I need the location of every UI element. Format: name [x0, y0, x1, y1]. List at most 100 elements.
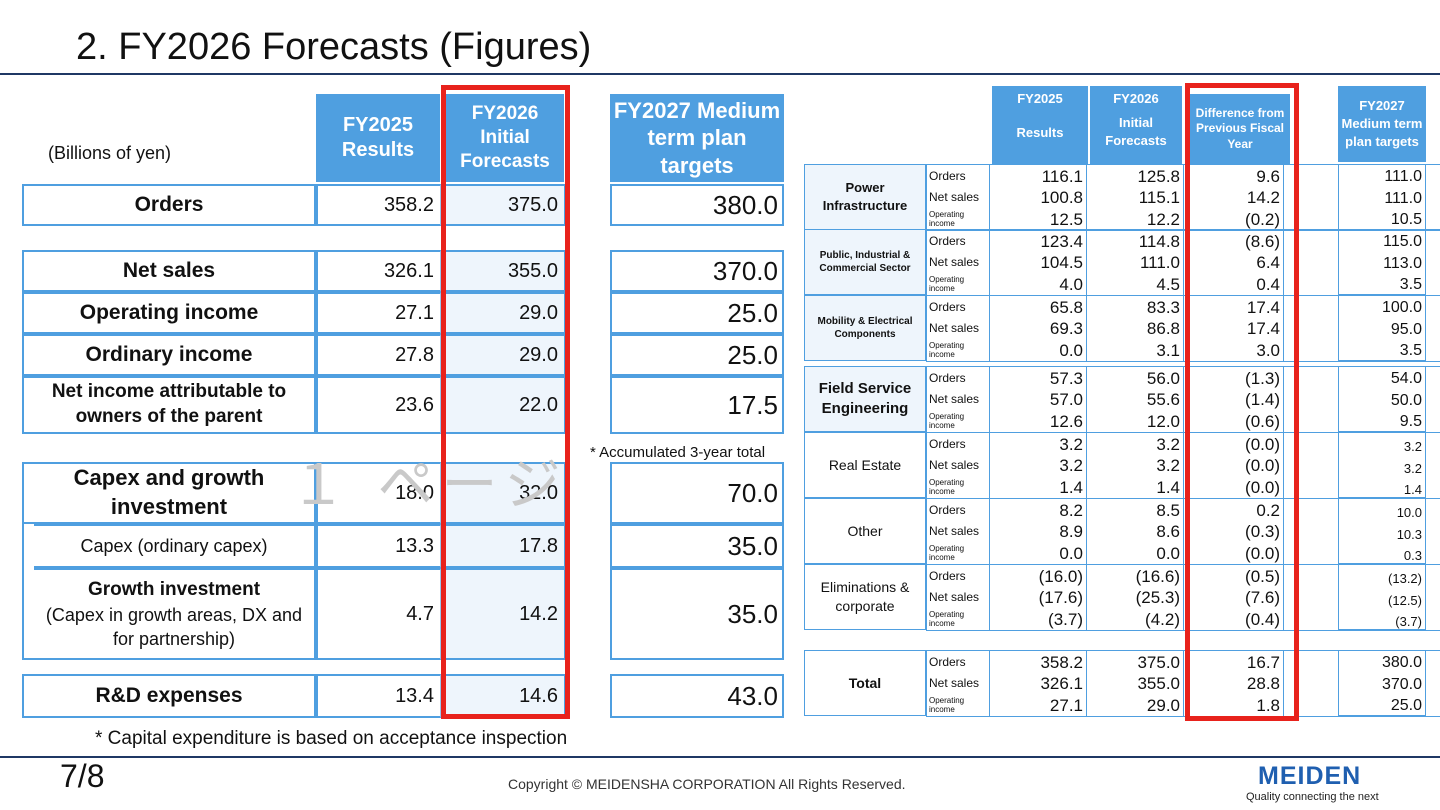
fy2026-segment-value: 3.1 — [1087, 339, 1184, 361]
footer-divider — [0, 756, 1440, 758]
fy2027-segment-value: 50.0 — [1338, 388, 1426, 410]
difference-highlight-frame — [1185, 83, 1299, 721]
fy2027-segment-value: 113.0 — [1338, 251, 1426, 273]
fy2025-segment-value: (3.7) — [990, 608, 1087, 630]
metric-label: Orders — [926, 499, 990, 521]
fy2025-segment-value: 12.6 — [990, 410, 1087, 432]
metric-label: Net sales — [926, 251, 990, 273]
fy2026-value: 32.0 — [440, 462, 566, 524]
difference-value: (1.4) — [1184, 388, 1284, 410]
segment-metric-row: Net sales 57.0 55.6 (1.4) — [926, 388, 1440, 410]
fy2025-segment-value: 326.1 — [990, 672, 1087, 694]
difference-value: (8.6) — [1184, 230, 1284, 252]
segment-label: Power Infrastructure — [804, 164, 926, 230]
fy2025-segment-value: 12.5 — [990, 208, 1087, 230]
fy2025-segment-value: 3.2 — [990, 454, 1087, 476]
fy2027-segment-value: 0.3 — [1338, 542, 1426, 564]
difference-value: 9.6 — [1184, 165, 1284, 187]
fy2026-value: 14.2 — [440, 568, 566, 660]
growth-investment-detail: (Capex in growth areas, DX and for partn… — [45, 604, 303, 649]
fy2027-segment-value: 25.0 — [1338, 694, 1426, 716]
fy2026-segment-value: 3.2 — [1087, 454, 1184, 476]
metric-label: Operating income — [926, 208, 990, 230]
growth-investment-title: Growth investment — [87, 578, 261, 600]
segment-label: Total — [804, 650, 926, 716]
segment-block: Other Orders 8.2 8.5 0.2 10.0 Net sales 8.9 8.6(… — [804, 498, 1440, 565]
difference-value: (1.3) — [1184, 367, 1284, 389]
fy2026-segment-value: 115.1 — [1087, 186, 1184, 208]
segment-metric-row: Net sales 3.2 3.2 (0.0) — [926, 454, 1440, 476]
fy2027-segment-value: 10.0 — [1338, 498, 1426, 520]
segment-label: Field Service Engineering — [804, 366, 926, 432]
row-label-text: R&D expenses — [95, 684, 243, 708]
fy2025-value: 358.2 — [316, 184, 440, 226]
fy2027-segment-value: 3.2 — [1338, 432, 1426, 454]
segment-block: Power Infrastructure Orders 116.1 125.8 9.6 1… — [804, 164, 1440, 231]
summary-row: R&D expenses 13.4 14.6 — [0, 674, 800, 718]
difference-value: (0.2) — [1184, 208, 1284, 230]
fy2025-segment-value: (16.0) — [990, 565, 1087, 587]
fy2026-segment-value: 355.0 — [1087, 672, 1184, 694]
segment-metric-row: Operating income 12.6 12.0 (0.6) — [926, 410, 1440, 433]
fy2026-segment-value: 3.2 — [1087, 433, 1184, 455]
summary-row-label: R&D expenses — [22, 674, 316, 718]
summary-row-label: Operating income — [22, 292, 316, 334]
metric-label: Orders — [926, 296, 990, 318]
fy2027-target-value: 25.0 — [610, 334, 784, 376]
fy2025-segment-value: 104.5 — [990, 251, 1087, 273]
segment-block: Eliminations & corporate Orders (16.0) (16.… — [804, 564, 1440, 631]
summary-row: Capex and growth investment 18.0 32.0 — [0, 462, 800, 524]
fy2025-value: 13.3 — [316, 524, 440, 568]
segment-label: Public, Industrial & Commercial Sector — [804, 229, 926, 295]
fy2025-segment-value: 69.3 — [990, 317, 1087, 339]
difference-value: 16.7 — [1184, 651, 1284, 673]
fy2026-segment-value: 29.0 — [1087, 694, 1184, 716]
fy2027-segment-value: 3.5 — [1338, 273, 1426, 295]
summary-row-label: Growth investment (Capex in growth areas,… — [34, 568, 316, 660]
difference-value: (0.0) — [1184, 542, 1284, 564]
segment-metric-row: Net sales 8.9 8.6 (0.3) — [926, 520, 1440, 542]
fy2027-segment-value: 9.5 — [1338, 410, 1426, 432]
fy2027-segment-value: 100.0 — [1338, 295, 1426, 317]
metric-label: Orders — [926, 433, 990, 455]
row-label-text: Net sales — [122, 259, 216, 283]
seg-header-fy2026-top: FY2026 — [1113, 91, 1159, 106]
difference-value: 17.4 — [1184, 317, 1284, 339]
fy2025-segment-value: 65.8 — [990, 296, 1087, 318]
row-label-text: Orders — [134, 193, 204, 217]
fy2027-segment-value: 95.0 — [1338, 317, 1426, 339]
fy2027-segment-value: 3.5 — [1338, 339, 1426, 361]
fy2026-segment-value: 125.8 — [1087, 165, 1184, 187]
summary-row-label: Net income attributable to owners of the… — [22, 376, 316, 434]
fy2025-value: 27.1 — [316, 292, 440, 334]
fy2026-value: 375.0 — [440, 184, 566, 226]
fy2026-value: 14.6 — [440, 674, 566, 718]
metric-label: Net sales — [926, 388, 990, 410]
fy2026-segment-value: 4.5 — [1087, 273, 1184, 295]
fy2025-value: 18.0 — [316, 462, 440, 524]
segment-metric-row: Orders 3.2 3.2 (0.0) — [926, 432, 1440, 455]
summary-row: Net sales 326.1 355.0 — [0, 250, 800, 292]
difference-value: 28.8 — [1184, 672, 1284, 694]
fy2027-target-value: 17.5 — [610, 376, 784, 434]
seg-header-fy2025: FY2025 Results — [992, 86, 1088, 164]
summary-row: Net income attributable to owners of the… — [0, 376, 800, 434]
fy2027-segment-value: 10.3 — [1338, 520, 1426, 542]
total-segment: Total Orders 358.2 375.0 16.7 380.0 Net sales 3… — [804, 650, 1440, 717]
fy2026-value: 17.8 — [440, 524, 566, 568]
segment-block: Field Service Engineering Orders 57.3 56.0(… — [804, 366, 1440, 433]
segment-metric-row: Net sales 100.8 115.1 14.2 — [926, 186, 1440, 208]
header-fy2026-forecasts: FY2026 Initial Forecasts — [446, 94, 564, 182]
segment-metric-row: Net sales 69.3 86.8 17.4 — [926, 317, 1440, 339]
row-label-text: Operating income — [79, 301, 259, 325]
summary-row-label: Capex and growth investment — [22, 462, 316, 524]
metric-label: Operating income — [926, 608, 990, 630]
fy2027-segment-value: 380.0 — [1338, 650, 1426, 672]
summary-row: Orders 358.2 375.0 — [0, 184, 800, 226]
segment-metric-row: Orders 57.3 56.0 (1.3) — [926, 366, 1440, 389]
metric-label: Net sales — [926, 586, 990, 608]
fy2027-segment-value: (13.2) — [1338, 564, 1426, 586]
fy2026-segment-value: 8.6 — [1087, 520, 1184, 542]
fy2025-segment-value: 3.2 — [990, 433, 1087, 455]
difference-value: 6.4 — [1184, 251, 1284, 273]
